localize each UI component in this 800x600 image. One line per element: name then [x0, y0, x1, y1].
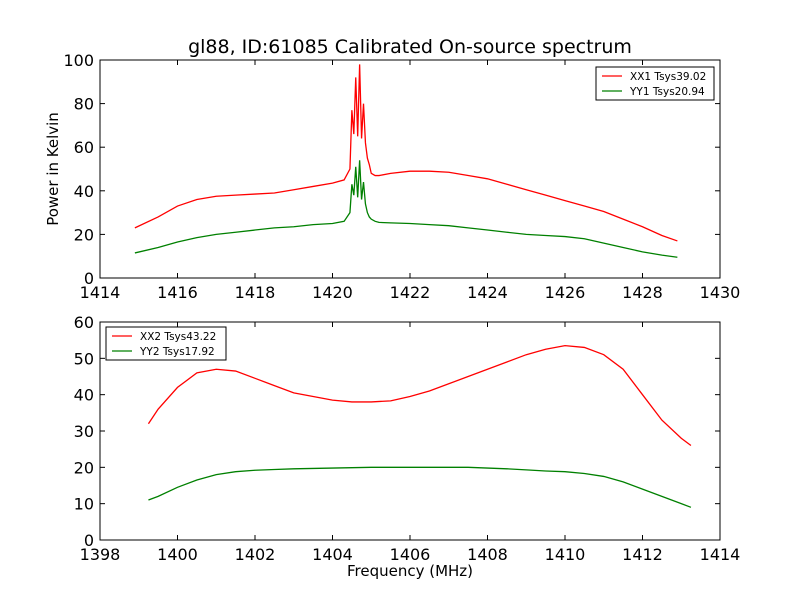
x-tick-label: 1404 [312, 545, 353, 564]
x-tick-label: 1418 [235, 283, 276, 302]
legend-box [595, 66, 715, 101]
y-tick-label: 10 [74, 495, 94, 514]
series-line-2-1 [147, 344, 692, 447]
y-tick-label: 60 [74, 313, 94, 332]
y-tick-label: 80 [74, 95, 94, 114]
x-axis-label: Frequency (MHz) [347, 562, 473, 580]
y-tick-label: 30 [74, 422, 94, 441]
y-tick-label: 100 [63, 51, 94, 70]
x-tick-label: 1430 [700, 283, 741, 302]
x-tick-label: 1398 [80, 545, 121, 564]
x-tick-label: 1410 [545, 545, 586, 564]
series-line-2-2 [148, 466, 692, 508]
x-tick-label: 1422 [390, 283, 431, 302]
x-tick-label: 1400 [157, 545, 198, 564]
y-tick-label: 20 [74, 225, 94, 244]
x-tick-label: 1412 [622, 545, 663, 564]
series-line-1-2 [134, 160, 678, 258]
x-tick-label: 1426 [545, 283, 586, 302]
y-tick-label: 20 [74, 458, 94, 477]
x-tick-label: 1406 [390, 545, 431, 564]
top-spectrum-panel: 1414 1416 1418 1420 1422 1424 1426 1428 1430 0 20 4… [63, 51, 740, 302]
x-tick-label: 1402 [235, 545, 276, 564]
x-tick-label: 1414 [700, 545, 741, 564]
x-tick-label: 1416 [157, 283, 198, 302]
y-tick-label: 50 [74, 349, 94, 368]
figure-title: gl88, ID:61085 Calibrated On-source spec… [188, 36, 632, 58]
legend-label: YY1 Tsys20.94 [629, 86, 705, 98]
x-tick-label: 1424 [467, 283, 508, 302]
y-tick-label: 60 [74, 138, 94, 157]
series-line-1-1 [134, 64, 678, 242]
legend-1: XX1 Tsys39.02 YY1 Tsys20.94 [595, 66, 715, 101]
y-tick-label: 0 [84, 269, 94, 288]
legend-2: XX2 Tsys43.22 YY2 Tsys17.92 [105, 326, 227, 361]
x-tick-label: 1414 [80, 283, 121, 302]
legend-label: XX1 Tsys39.02 [630, 71, 706, 83]
y-tick-label: 40 [74, 386, 94, 405]
legend-label: XX2 Tsys43.22 [140, 331, 216, 343]
x-tick-label: 1408 [467, 545, 508, 564]
x-tick-label: 1428 [622, 283, 663, 302]
y-tick-label: 0 [84, 531, 94, 550]
legend-box [105, 326, 227, 361]
bottom-spectrum-panel: 1398 1400 1402 1404 1406 1408 1410 1412 1414 0 10 2… [74, 313, 741, 564]
y-tick-label: 40 [74, 182, 94, 201]
y-axis-label: Power in Kelvin [44, 112, 62, 226]
legend-label: YY2 Tsys17.92 [139, 346, 215, 358]
x-tick-label: 1420 [312, 283, 353, 302]
